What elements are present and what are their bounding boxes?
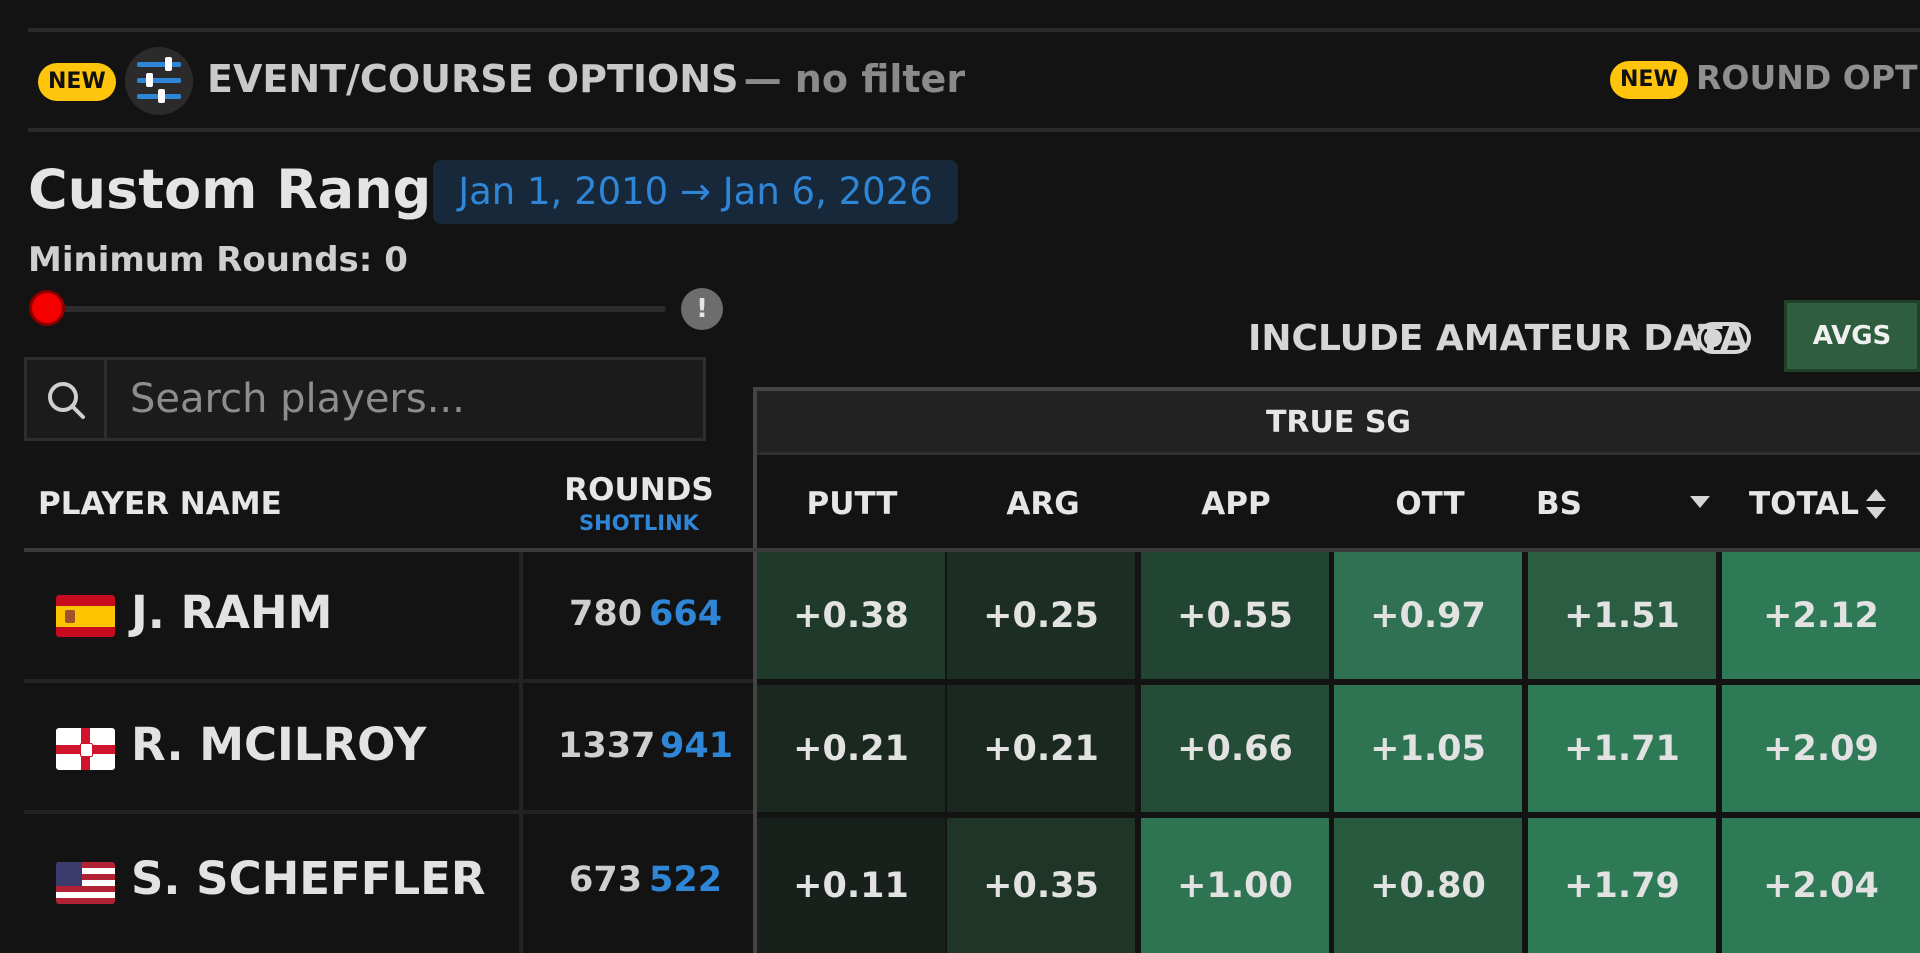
stat-cell-ott: +0.80 bbox=[1334, 818, 1522, 953]
caret-down-icon[interactable] bbox=[1689, 494, 1711, 513]
stat-cell-arg: +0.25 bbox=[947, 552, 1135, 679]
usa-flag-icon bbox=[56, 862, 115, 904]
search-icon bbox=[27, 360, 107, 438]
search-input[interactable] bbox=[110, 360, 700, 438]
sort-updown-icon[interactable] bbox=[1864, 487, 1888, 525]
col-ott[interactable]: OTT bbox=[1395, 486, 1465, 522]
round-new-badge: NEW bbox=[1610, 61, 1688, 99]
group-header-divider bbox=[757, 452, 1920, 455]
col-app[interactable]: APP bbox=[1201, 486, 1271, 522]
shotlink-count: 941 bbox=[660, 726, 734, 766]
include-amateur-toggle[interactable] bbox=[1697, 322, 1751, 354]
stat-cell-putt: +0.21 bbox=[757, 685, 945, 812]
stat-cell-arg: +0.21 bbox=[947, 685, 1135, 812]
stat-cell-putt: +0.11 bbox=[757, 818, 945, 953]
true-sg-header-band bbox=[757, 391, 1920, 453]
true-sg-group-header: TRUE SG bbox=[1265, 405, 1412, 440]
northern-ireland-flag-icon bbox=[56, 728, 115, 770]
stat-cell-total: +2.09 bbox=[1722, 685, 1920, 812]
include-amateur-label: INCLUDE AMATEUR DATA bbox=[1248, 318, 1748, 359]
col-putt[interactable]: PUTT bbox=[806, 486, 898, 522]
stat-cell-bs: +1.71 bbox=[1528, 685, 1716, 812]
stat-cell-ott: +1.05 bbox=[1334, 685, 1522, 812]
header-separator bbox=[24, 548, 1920, 552]
shotlink-subheader: SHOTLINK bbox=[579, 511, 699, 535]
table-row[interactable]: J. RAHM 780 664 bbox=[24, 552, 753, 679]
stat-cell-ott: +0.97 bbox=[1334, 552, 1522, 679]
name-column-separator bbox=[519, 552, 523, 953]
filter-sliders-icon[interactable] bbox=[125, 47, 193, 115]
minimum-rounds-label: Minimum Rounds: 0 bbox=[28, 240, 408, 280]
table-row[interactable]: S. SCHEFFLER 673 522 bbox=[24, 814, 753, 953]
event-course-options-label: EVENT/COURSE OPTIONS bbox=[207, 57, 739, 101]
spain-flag-icon bbox=[56, 595, 115, 637]
top-divider bbox=[28, 28, 1920, 32]
options-divider bbox=[28, 128, 1920, 132]
date-range-picker[interactable]: Jan 1, 2010 → Jan 6, 2026 bbox=[433, 160, 958, 224]
player-search bbox=[24, 357, 706, 441]
slider-handle[interactable] bbox=[29, 290, 65, 326]
round-options-button[interactable]: ROUND OPTIO bbox=[1696, 58, 1920, 97]
stat-cell-putt: +0.38 bbox=[757, 552, 945, 679]
stat-cell-app: +0.66 bbox=[1141, 685, 1329, 812]
minimum-rounds-slider[interactable] bbox=[48, 306, 666, 312]
stat-cell-arg: +0.35 bbox=[947, 818, 1135, 953]
player-name[interactable]: S. SCHEFFLER bbox=[131, 852, 486, 905]
rounds-count: 1337 bbox=[558, 726, 656, 766]
stats-table-frame bbox=[753, 387, 1920, 953]
avgs-button[interactable]: AVGS bbox=[1784, 300, 1920, 372]
shotlink-count: 664 bbox=[649, 594, 723, 634]
rounds-header[interactable]: ROUNDS bbox=[564, 472, 714, 508]
event-filter-status: — no filter bbox=[743, 57, 966, 101]
stat-cell-total: +2.04 bbox=[1722, 818, 1920, 953]
warning-icon[interactable]: ! bbox=[681, 288, 723, 330]
col-total[interactable]: TOTAL bbox=[1749, 486, 1859, 522]
table-row[interactable]: R. MCILROY 1337 941 bbox=[24, 683, 753, 810]
stat-cell-bs: +1.79 bbox=[1528, 818, 1716, 953]
event-course-options-button[interactable]: EVENT/COURSE OPTIONS — no filter bbox=[207, 57, 965, 101]
row-divider bbox=[24, 679, 753, 683]
rounds-count: 673 bbox=[569, 860, 643, 900]
row-divider bbox=[24, 810, 753, 814]
col-bs[interactable]: BS bbox=[1536, 486, 1582, 522]
stat-cell-app: +1.00 bbox=[1141, 818, 1329, 953]
rounds-count: 780 bbox=[569, 594, 643, 634]
player-name[interactable]: J. RAHM bbox=[131, 586, 333, 639]
player-name-header[interactable]: PLAYER NAME bbox=[38, 486, 282, 522]
col-arg[interactable]: ARG bbox=[1006, 486, 1080, 522]
custom-range-title: Custom Range bbox=[28, 158, 468, 221]
stat-cell-bs: +1.51 bbox=[1528, 552, 1716, 679]
player-name[interactable]: R. MCILROY bbox=[131, 718, 427, 771]
stat-cell-total: +2.12 bbox=[1722, 552, 1920, 679]
new-badge: NEW bbox=[38, 63, 116, 101]
stat-cell-app: +0.55 bbox=[1141, 552, 1329, 679]
shotlink-count: 522 bbox=[649, 860, 723, 900]
